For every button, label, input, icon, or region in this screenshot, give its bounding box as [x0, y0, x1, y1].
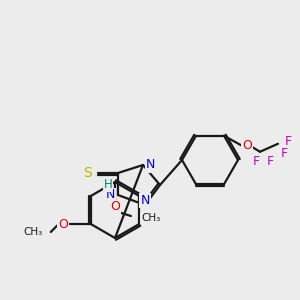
Text: N: N: [146, 158, 155, 172]
Text: N: N: [140, 194, 150, 206]
Text: CH₃: CH₃: [23, 227, 43, 237]
Text: O: O: [58, 218, 68, 230]
Text: F: F: [280, 147, 288, 160]
Text: CH₃: CH₃: [141, 213, 160, 223]
Text: H: H: [103, 178, 112, 191]
Text: F: F: [266, 155, 274, 168]
Text: F: F: [284, 135, 292, 148]
Text: O: O: [110, 200, 120, 214]
Text: F: F: [252, 155, 260, 168]
Text: O: O: [242, 139, 252, 152]
Text: N: N: [106, 188, 115, 202]
Text: S: S: [83, 166, 92, 180]
